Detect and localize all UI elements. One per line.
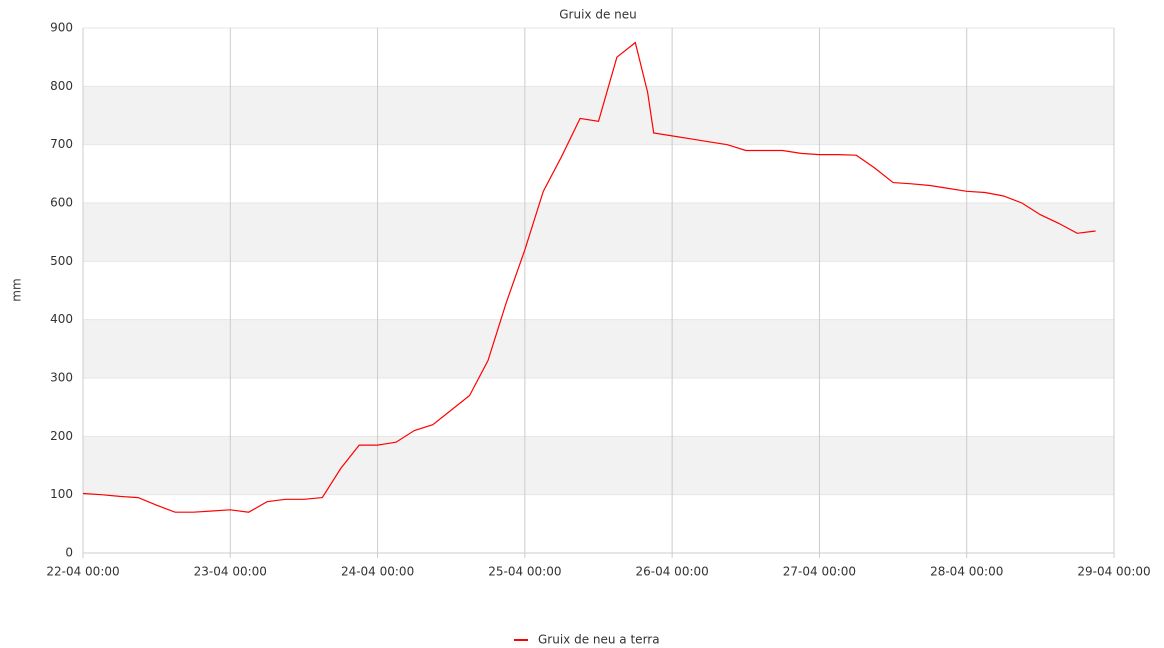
x-tick-label: 22-04 00:00: [46, 565, 119, 579]
x-tick-label: 29-04 00:00: [1077, 565, 1150, 579]
y-tick-label: 300: [50, 371, 73, 385]
x-tick-label: 26-04 00:00: [636, 565, 709, 579]
x-tick-label: 27-04 00:00: [783, 565, 856, 579]
x-tick-label: 25-04 00:00: [488, 565, 561, 579]
grid-band: [83, 319, 1114, 378]
y-tick-label: 900: [50, 21, 73, 35]
y-tick-label: 100: [50, 487, 73, 501]
grid-band: [83, 436, 1114, 495]
y-tick-label: 400: [50, 312, 73, 326]
legend-label: Gruix de neu a terra: [538, 633, 660, 647]
grid-band: [83, 86, 1114, 145]
x-tick-label: 24-04 00:00: [341, 565, 414, 579]
line: [82, 41, 1096, 513]
y-axis-label: mm: [10, 278, 24, 301]
y-tick-label: 0: [65, 546, 73, 560]
grid-band: [83, 203, 1114, 262]
x-tick-label: 23-04 00:00: [194, 565, 267, 579]
y-tick-label: 700: [50, 137, 73, 151]
x-tick-label: 28-04 00:00: [930, 565, 1003, 579]
y-tick-label: 200: [50, 429, 73, 443]
chart-title: Gruix de neu: [559, 8, 637, 22]
y-tick-label: 800: [50, 79, 73, 93]
y-tick-label: 600: [50, 196, 73, 210]
y-tick-label: 500: [50, 254, 73, 268]
